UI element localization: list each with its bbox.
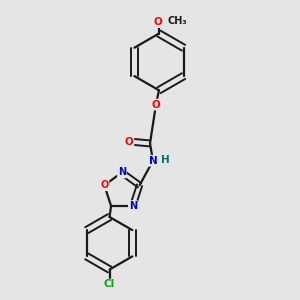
Text: N: N [118, 167, 126, 177]
Text: CH₃: CH₃ [167, 16, 187, 26]
Text: N: N [129, 201, 137, 211]
Text: O: O [100, 180, 109, 190]
Text: N: N [148, 156, 158, 166]
Text: O: O [125, 137, 134, 147]
Text: O: O [152, 100, 160, 110]
Text: O: O [153, 17, 162, 27]
Text: H: H [161, 155, 170, 165]
Text: Cl: Cl [104, 280, 115, 290]
